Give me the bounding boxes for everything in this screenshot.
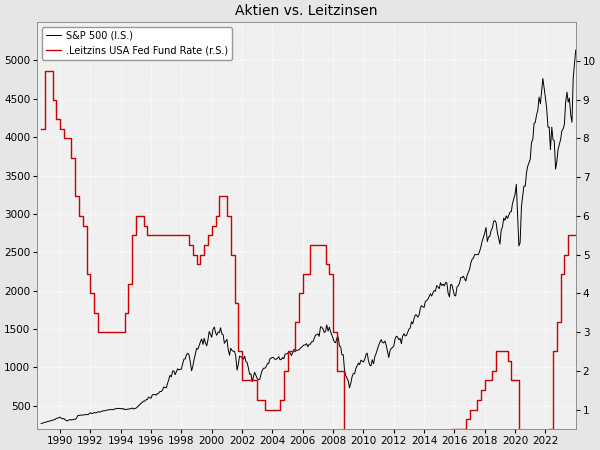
Line: .Leitzins USA Fed Fund Rate (r.S.): .Leitzins USA Fed Fund Rate (r.S.) bbox=[41, 71, 576, 439]
.Leitzins USA Fed Fund Rate (r.S.) bbox=[341, 436, 348, 441]
S&P 500 (l.S.) bbox=[68, 417, 75, 423]
.Leitzins USA Fed Fund Rate (r.S.) bbox=[49, 97, 56, 102]
.Leitzins USA Fed Fund Rate (r.S.) bbox=[235, 349, 242, 354]
S&P 500 (l.S.) bbox=[184, 351, 191, 356]
.Leitzins USA Fed Fund Rate (r.S.) bbox=[473, 397, 481, 403]
.Leitzins USA Fed Fund Rate (r.S.) bbox=[504, 358, 511, 364]
.Leitzins USA Fed Fund Rate (r.S.) bbox=[76, 213, 83, 219]
S&P 500 (l.S.) bbox=[170, 368, 178, 373]
.Leitzins USA Fed Fund Rate (r.S.) bbox=[56, 126, 64, 131]
Legend: S&P 500 (l.S.), .Leitzins USA Fed Fund Rate (r.S.): S&P 500 (l.S.), .Leitzins USA Fed Fund R… bbox=[42, 27, 232, 59]
.Leitzins USA Fed Fund Rate (r.S.) bbox=[572, 233, 580, 238]
S&P 500 (l.S.) bbox=[190, 357, 197, 363]
Line: S&P 500 (l.S.): S&P 500 (l.S.) bbox=[41, 50, 576, 423]
Title: Aktien vs. Leitzinsen: Aktien vs. Leitzinsen bbox=[235, 4, 378, 18]
S&P 500 (l.S.) bbox=[175, 367, 182, 373]
.Leitzins USA Fed Fund Rate (r.S.) bbox=[38, 126, 45, 131]
.Leitzins USA Fed Fund Rate (r.S.) bbox=[41, 68, 49, 73]
S&P 500 (l.S.) bbox=[38, 421, 45, 426]
S&P 500 (l.S.) bbox=[351, 371, 358, 376]
S&P 500 (l.S.) bbox=[572, 47, 580, 53]
